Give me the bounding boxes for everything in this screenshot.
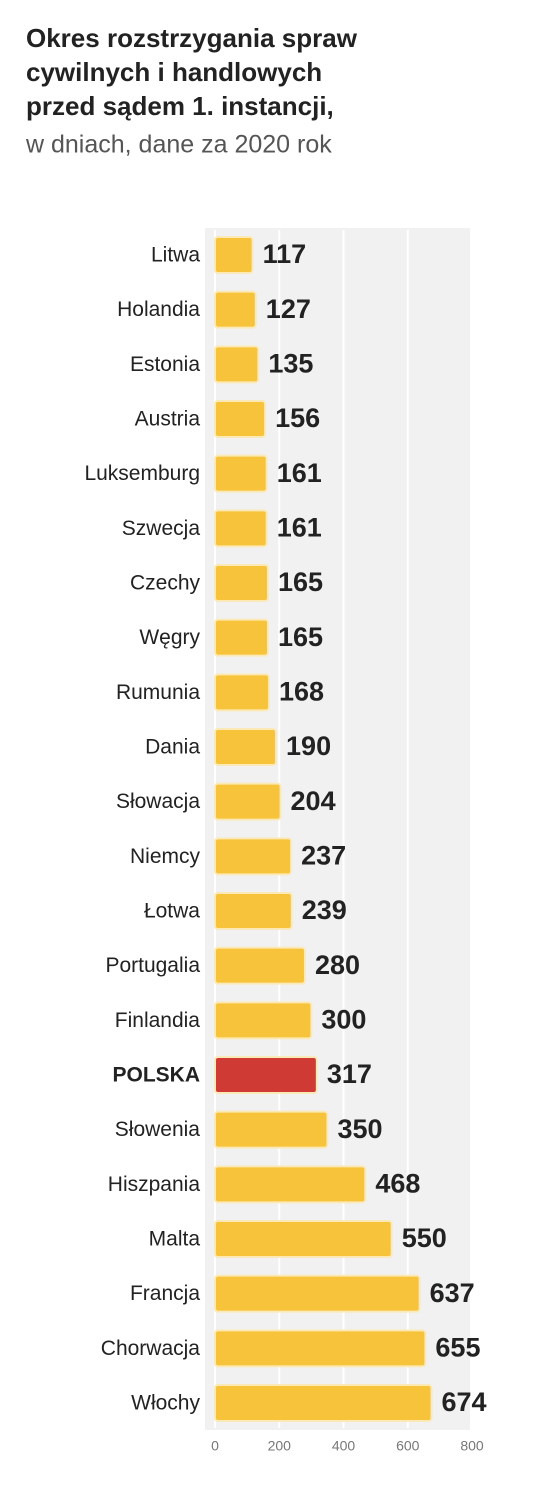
bar [214, 1056, 318, 1094]
y-tick-label: Włochy [131, 1392, 200, 1415]
value-label: 165 [278, 622, 323, 652]
chart-title: Okres rozstrzygania spraw [26, 23, 358, 53]
bar [214, 1220, 393, 1258]
value-label: 165 [278, 567, 323, 597]
x-tick-label: 200 [268, 1438, 292, 1454]
y-tick-label: Niemcy [130, 845, 201, 868]
bar [214, 400, 267, 438]
bar [214, 1165, 367, 1204]
y-tick-label: Słowenia [115, 1118, 201, 1141]
value-label: 550 [402, 1223, 447, 1253]
bar [214, 1001, 313, 1040]
y-tick-label: Szwecja [122, 517, 201, 540]
bar [214, 1274, 421, 1313]
value-label: 135 [268, 348, 313, 378]
x-tick-label: 800 [460, 1438, 484, 1454]
y-tick-label: Łotwa [144, 900, 200, 923]
bar [214, 673, 270, 712]
y-tick-label: Rumunia [116, 681, 200, 704]
value-label: 280 [315, 950, 360, 980]
bar [214, 782, 282, 821]
bar [214, 1329, 427, 1368]
value-label: 350 [337, 1114, 382, 1144]
bar [214, 290, 257, 329]
value-label: 468 [375, 1168, 420, 1198]
y-tick-label: Luksemburg [84, 462, 200, 485]
value-label: 317 [327, 1059, 372, 1089]
bar [214, 564, 270, 602]
bar [214, 236, 254, 274]
bar [214, 618, 270, 657]
y-tick-label: Hiszpania [108, 1173, 201, 1196]
value-label: 239 [302, 895, 347, 925]
value-label: 156 [275, 403, 320, 433]
bar [214, 892, 293, 930]
y-tick-label: Finlandia [115, 1009, 201, 1032]
chart-subtitle: w dniach, dane za 2020 rok [25, 131, 332, 159]
bar [214, 454, 268, 493]
bar [214, 837, 293, 876]
value-label: 117 [263, 239, 307, 269]
y-tick-label: Holandia [117, 298, 200, 321]
value-label: 674 [442, 1387, 487, 1417]
value-label: 190 [286, 731, 331, 761]
y-tick-label: Austria [135, 408, 201, 431]
value-label: 655 [435, 1332, 480, 1362]
x-tick-label: 400 [332, 1438, 356, 1454]
y-tick-label: Portugalia [105, 954, 200, 977]
y-tick-label: Czechy [130, 572, 201, 595]
x-tick-label: 0 [211, 1438, 219, 1454]
bar [214, 509, 268, 548]
x-tick-label: 600 [396, 1438, 420, 1454]
bar [214, 345, 260, 384]
y-tick-label: Estonia [130, 353, 200, 376]
bar [214, 1110, 329, 1149]
y-tick-label: Francja [130, 1282, 200, 1305]
y-tick-label: POLSKA [112, 1064, 200, 1087]
chart-title: cywilnych i handlowych [26, 57, 322, 87]
y-tick-label: Malta [149, 1228, 201, 1251]
y-tick-label: Dania [145, 736, 200, 759]
value-label: 127 [266, 294, 311, 324]
value-label: 237 [301, 840, 346, 870]
value-label: 300 [321, 1004, 366, 1034]
y-tick-label: Chorwacja [101, 1337, 201, 1360]
value-label: 161 [277, 458, 322, 488]
y-tick-label: Litwa [151, 244, 200, 267]
value-label: 161 [277, 512, 322, 542]
bar [214, 1384, 433, 1422]
y-tick-label: Słowacja [116, 790, 200, 813]
value-label: 168 [279, 676, 324, 706]
y-tick-label: Węgry [139, 626, 200, 649]
bar [214, 728, 278, 766]
value-label: 204 [291, 786, 336, 816]
value-label: 637 [430, 1278, 475, 1308]
bar [214, 946, 306, 985]
chart-title: przed sądem 1. instancji, [26, 91, 334, 121]
